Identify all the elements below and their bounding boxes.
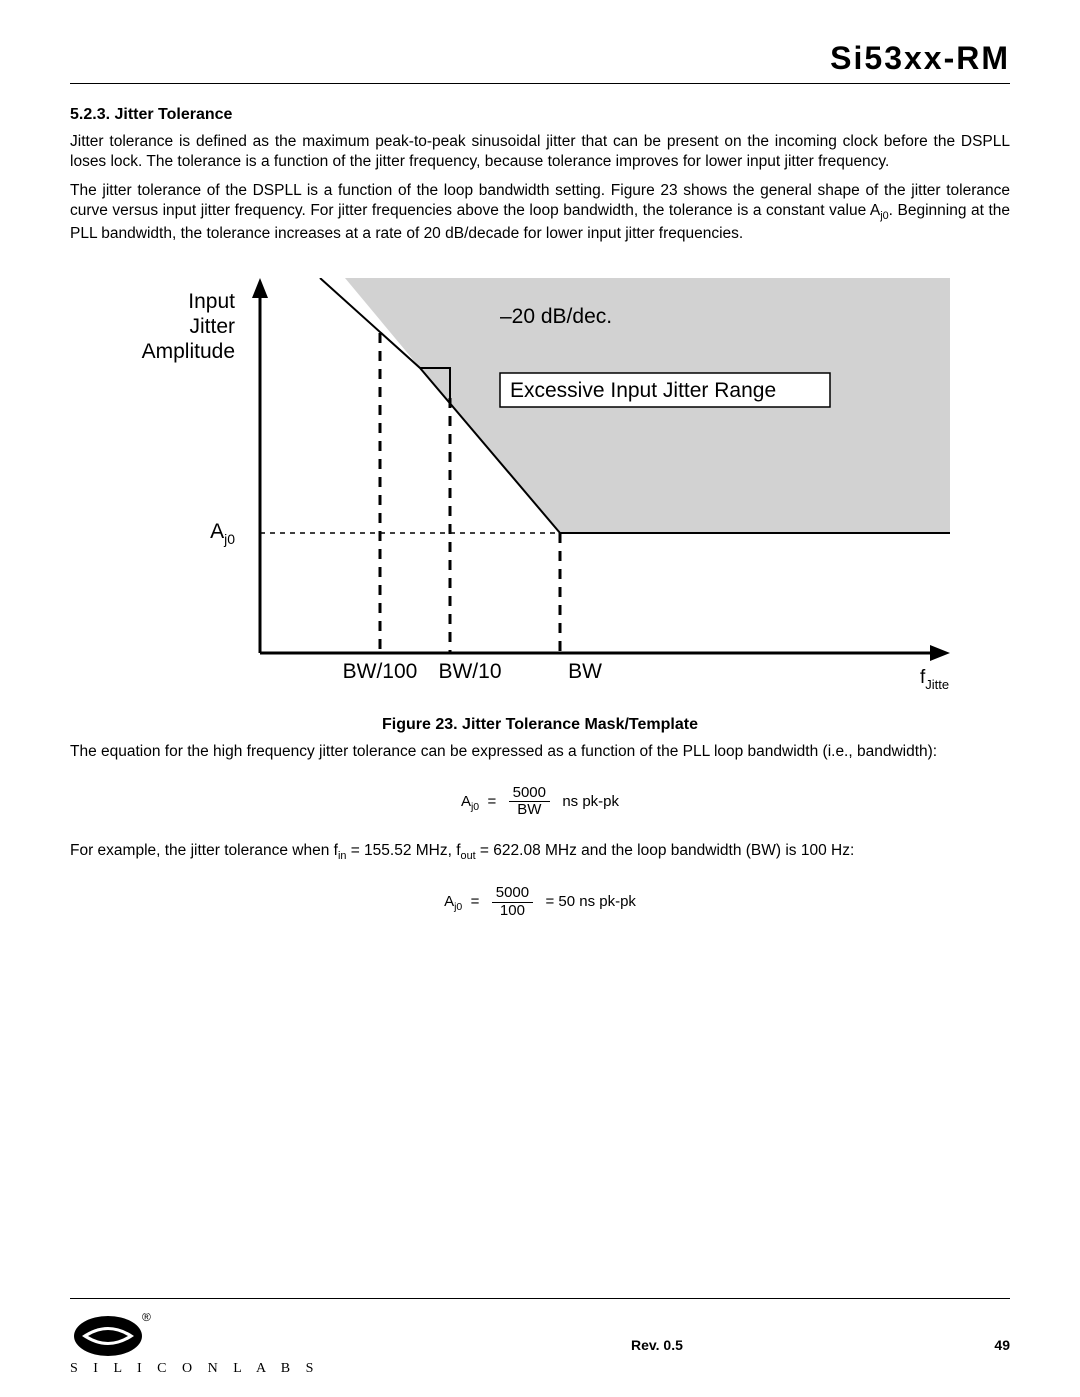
para2-sub: j0: [880, 210, 888, 222]
logo: ® S I L I C O N L A B S: [70, 1313, 319, 1377]
section-number: 5.2.3.: [70, 106, 110, 123]
y-axis-arrow-icon: [252, 278, 268, 298]
ex-b: = 155.52 MHz, f: [346, 842, 460, 859]
eq2-lhs: A: [444, 893, 454, 910]
x-label-bw100: BW/100: [343, 660, 418, 683]
eq1-num: 5000: [509, 785, 550, 803]
region-label: Excessive Input Jitter Range: [510, 379, 776, 402]
revision: Rev. 0.5: [631, 1337, 683, 1353]
footer-rule: [70, 1298, 1010, 1299]
slope-label: –20 dB/dec.: [500, 305, 612, 328]
equation-1: Aj0 = 5000 BW ns pk-pk: [70, 785, 1010, 819]
eq2-lhs-sub: j0: [454, 901, 462, 913]
header-rule: [70, 83, 1010, 84]
para2-a: The jitter tolerance of the DSPLL is a f…: [70, 182, 1010, 219]
eq1-den: BW: [509, 802, 550, 819]
doc-title: Si53xx-RM: [70, 40, 1010, 77]
eqn-intro: The equation for the high frequency jitt…: [70, 742, 1010, 762]
equation-2: Aj0 = 5000 100 = 50 ns pk-pk: [70, 885, 1010, 919]
eq1-lhs-sub: j0: [471, 801, 479, 813]
section-heading: 5.2.3. Jitter Tolerance: [70, 106, 1010, 124]
ex-c: = 622.08 MHz and the loop bandwidth (BW)…: [476, 842, 855, 859]
eq2-result: = 50 ns pk-pk: [545, 893, 635, 910]
eq1-frac: 5000 BW: [509, 785, 550, 819]
logo-text: S I L I C O N L A B S: [70, 1361, 319, 1377]
page-number: 49: [994, 1337, 1010, 1353]
x-axis-arrow-icon: [930, 645, 950, 661]
aj0-label: Aj0: [210, 520, 235, 547]
figure-jitter-tolerance: Input Jitter Amplitude Aj0 –20 dB/dec. E…: [130, 278, 950, 698]
eq1-unit: ns pk-pk: [562, 793, 619, 810]
ex-sub2: out: [461, 850, 476, 862]
section-title: Jitter Tolerance: [114, 106, 232, 123]
page: Si53xx-RM 5.2.3. Jitter Tolerance Jitter…: [0, 0, 1080, 1397]
eq2-eq: =: [471, 893, 480, 910]
paragraph-1: Jitter tolerance is defined as the maxim…: [70, 132, 1010, 173]
x-label-bw: BW: [568, 660, 602, 683]
example-line: For example, the jitter tolerance when f…: [70, 841, 1010, 863]
header: Si53xx-RM: [70, 40, 1010, 84]
y-label-1: Input: [188, 290, 235, 313]
y-label-3: Amplitude: [142, 340, 235, 363]
logo-icon: ®: [70, 1313, 190, 1359]
footer-row: ® S I L I C O N L A B S Rev. 0.5 49: [70, 1313, 1010, 1377]
eq1-lhs: A: [461, 793, 471, 810]
x-label-bw10: BW/10: [438, 660, 501, 683]
eq2-num: 5000: [492, 885, 533, 903]
footer: ® S I L I C O N L A B S Rev. 0.5 49: [70, 1298, 1010, 1377]
ex-a: For example, the jitter tolerance when f: [70, 842, 338, 859]
eq1-eq: =: [488, 793, 497, 810]
eq2-frac: 5000 100: [492, 885, 533, 919]
eq2-den: 100: [492, 903, 533, 920]
paragraph-2: The jitter tolerance of the DSPLL is a f…: [70, 181, 1010, 244]
x-axis-label: fJitter In: [920, 667, 950, 692]
figure-caption: Figure 23. Jitter Tolerance Mask/Templat…: [70, 716, 1010, 734]
svg-text:®: ®: [142, 1313, 151, 1324]
y-label-2: Jitter: [189, 315, 235, 338]
